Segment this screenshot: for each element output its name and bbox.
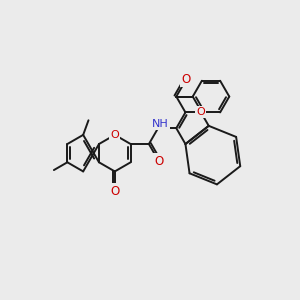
Text: O: O — [196, 107, 205, 117]
Text: O: O — [110, 130, 119, 140]
Text: O: O — [182, 73, 191, 86]
Text: O: O — [110, 184, 119, 198]
Text: NH: NH — [152, 119, 169, 129]
Text: O: O — [154, 154, 164, 168]
